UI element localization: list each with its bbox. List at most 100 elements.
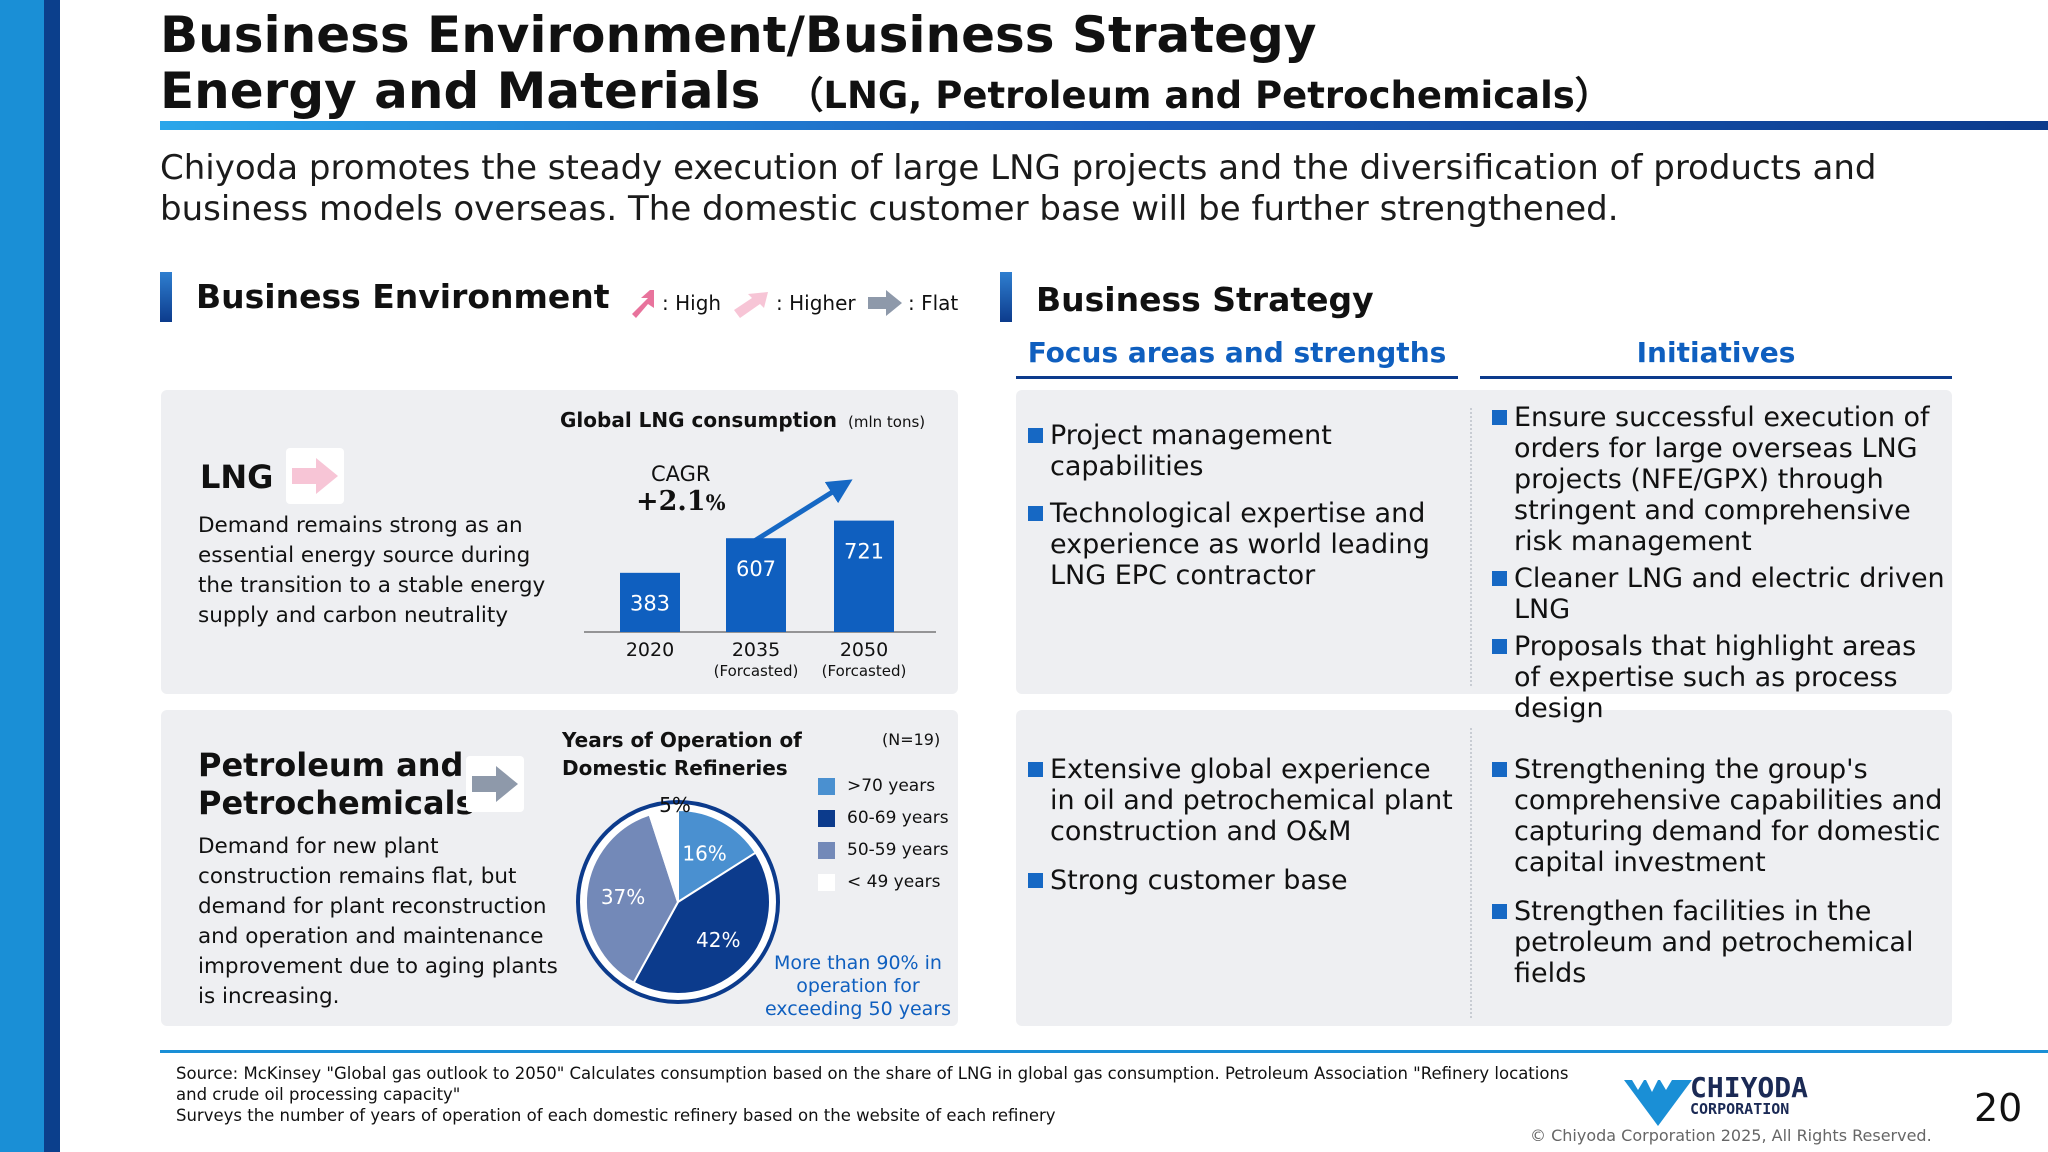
divider: [1016, 376, 1458, 379]
bullet-item: Strengthen facilities in the petroleum a…: [1492, 896, 1948, 989]
lng-description: Demand remains strong as an essential en…: [198, 513, 546, 628]
sample-size-note: (N=19): [882, 730, 941, 749]
arrow-right-icon: [868, 290, 902, 316]
x-tick-note: (Forcasted): [822, 662, 907, 680]
lng-strategy-panel: [1016, 390, 1952, 694]
source-line-1: Source: McKinsey "Global gas outlook to …: [176, 1064, 1569, 1104]
bullet-icon: [1492, 571, 1507, 586]
page-title: Business Environment/Business Strategy: [160, 6, 1317, 64]
pie-annotation: More than 90% in operation for exceeding…: [764, 952, 952, 1020]
lead-text: Chiyoda promotes the steady execution of…: [160, 148, 1877, 229]
legend-flat: : Flat: [866, 286, 958, 320]
legend-entry: 60-69 years: [818, 802, 958, 834]
bullet-text: Strengthen facilities in the petroleum a…: [1514, 896, 1914, 989]
subtitle-sub: （LNG, Petroleum and Petrochemicals）: [786, 74, 1612, 117]
legend-swatch: [818, 873, 835, 891]
bullet-text: Proposals that highlight areas of expert…: [1514, 631, 1917, 724]
pie-title-line2: Domestic Refineries: [562, 756, 788, 780]
bar: [620, 572, 680, 632]
legend-label: 60-69 years: [847, 808, 949, 828]
bar: [726, 538, 786, 632]
bullet-text: Extensive global experience in oil and p…: [1050, 754, 1453, 847]
bullet-item: Strong customer base: [1028, 865, 1458, 896]
bullet-item: Strengthening the group's comprehensive …: [1492, 754, 1948, 878]
x-tick-label: 2020: [626, 639, 674, 661]
arrow-up-right-icon: [632, 290, 654, 318]
petro-description: Demand for new plant construction remain…: [198, 834, 558, 1009]
bullet-item: Project management capabilities: [1028, 420, 1458, 482]
legend-label: 50-59 years: [847, 840, 949, 860]
chart-title-text: Global LNG consumption: [560, 408, 838, 432]
bullet-icon: [1028, 762, 1043, 777]
chiyoda-logo-icon: [1624, 1080, 1692, 1126]
strategy-heading: Business Strategy: [1036, 280, 1374, 319]
lng-focus-list: Project management capabilities Technolog…: [1028, 420, 1458, 607]
legend-high: : High: [628, 286, 721, 320]
chart-unit: (mln tons): [848, 413, 926, 431]
pie-slice: [632, 851, 771, 995]
petro-focus-list: Extensive global experience in oil and p…: [1028, 754, 1458, 914]
cagr-unit: %: [705, 490, 726, 515]
legend-label: >70 years: [847, 776, 936, 796]
bullet-icon: [1492, 762, 1507, 777]
arrow-right-icon: [292, 458, 338, 494]
legend-swatch: [818, 777, 835, 795]
company-logo-text: CHIYODA CORPORATION: [1690, 1071, 1809, 1119]
copyright: © Chiyoda Corporation 2025, All Rights R…: [1530, 1126, 1932, 1145]
company-logo-mark: [1622, 1076, 1694, 1128]
left-accent-bar: [0, 0, 44, 1152]
bullet-icon: [1492, 639, 1507, 654]
bullet-item: Ensure successful execution of orders fo…: [1492, 402, 1948, 557]
pie-slice-label: 37%: [601, 885, 645, 909]
bar-value-label: 383: [630, 591, 670, 615]
cagr-label: CAGR: [651, 462, 711, 486]
focus-areas-heading: Focus areas and strengths: [1027, 336, 1447, 369]
outlook-arrow-box: [466, 756, 524, 812]
bullet-text: Strengthening the group's comprehensive …: [1514, 754, 1943, 878]
logo-line-1: CHIYODA: [1690, 1071, 1809, 1104]
bullet-text: Ensure successful execution of orders fo…: [1514, 402, 1930, 557]
page-subtitle: Energy and Materials （LNG, Petroleum and …: [160, 62, 1612, 120]
legend-flat-label: : Flat: [908, 291, 959, 315]
environment-heading: Business Environment: [196, 277, 610, 316]
legend-entry: >70 years: [818, 770, 958, 802]
bullet-text: Strong customer base: [1050, 865, 1348, 896]
legend-swatch: [818, 841, 835, 859]
footer-rule: [160, 1050, 2048, 1053]
bar-value-label: 607: [736, 557, 776, 581]
x-tick-label: 2035: [732, 639, 780, 661]
bar-value-label: 721: [844, 540, 884, 564]
pie-slice: [648, 808, 679, 903]
title-rule: [160, 121, 2048, 130]
legend-label: < 49 years: [847, 872, 941, 892]
column-divider: [1470, 408, 1472, 686]
pie-slice: [585, 813, 680, 984]
source-note: Source: McKinsey "Global gas outlook to …: [176, 1063, 1596, 1126]
lng-initiatives-list: Ensure successful execution of orders fo…: [1492, 402, 1948, 730]
bullet-text: Project management capabilities: [1050, 420, 1332, 482]
left-accent-bar-dark: [44, 0, 60, 1152]
bar: [834, 520, 894, 632]
legend-high-label: : High: [662, 291, 722, 315]
bullet-icon: [1028, 873, 1043, 888]
section-marker: [1000, 272, 1012, 322]
lng-consumption-chart: 38320206072035(Forcasted)7212050(Forcast…: [584, 479, 936, 680]
cagr-number: +2.1: [636, 486, 706, 517]
page-number: 20: [1974, 1086, 2023, 1130]
bullet-icon: [1028, 428, 1043, 443]
column-divider: [1470, 728, 1472, 1018]
petro-initiatives-list: Strengthening the group's comprehensive …: [1492, 754, 1948, 1007]
legend-entry: 50-59 years: [818, 834, 958, 866]
logo-line-2: CORPORATION: [1690, 1100, 1790, 1118]
lng-label: LNG: [200, 458, 274, 496]
legend-higher: : Higher: [732, 286, 856, 320]
pie-title: Years of Operation of Domestic Refinerie…: [562, 726, 802, 782]
cagr-value: +2.1%: [636, 486, 726, 517]
bullet-icon: [1492, 410, 1507, 425]
legend-swatch: [818, 809, 835, 827]
divider: [1480, 376, 1952, 379]
subtitle-main: Energy and Materials: [160, 62, 761, 120]
bullet-text: Cleaner LNG and electric driven LNG: [1514, 563, 1945, 625]
pie-legend: >70 years 60-69 years 50-59 years < 49 year…: [818, 770, 958, 898]
bullet-icon: [1028, 506, 1043, 521]
